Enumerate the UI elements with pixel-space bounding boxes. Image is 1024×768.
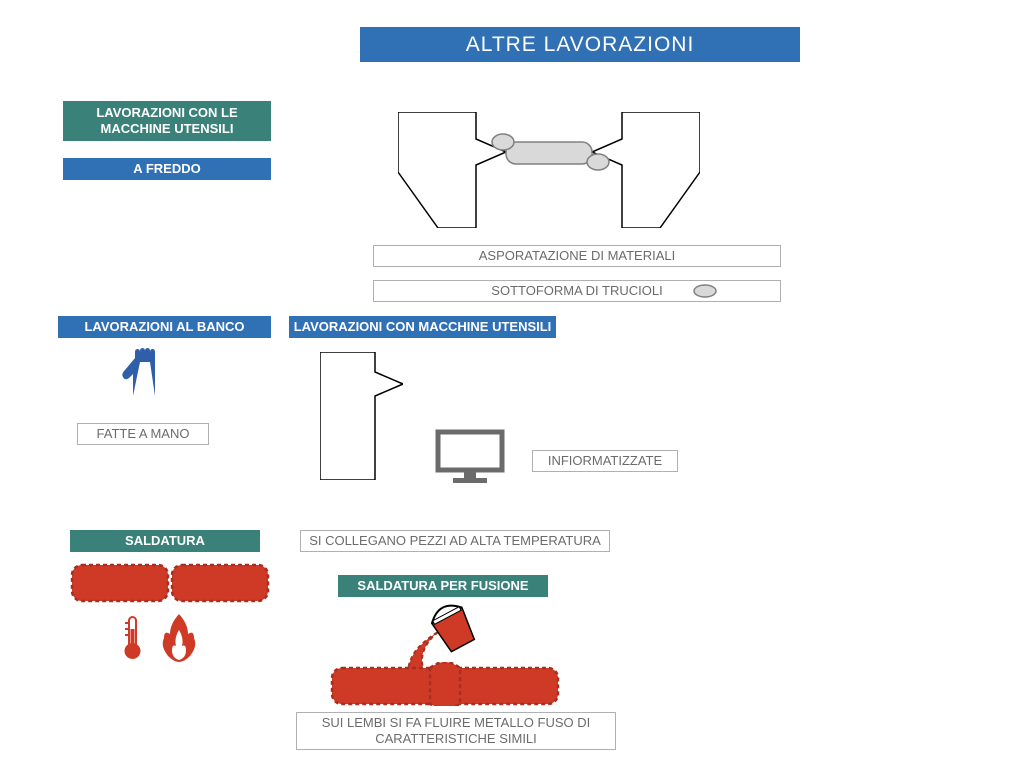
thermometer-icon [120,615,145,660]
header-saldatura-fusione: SALDATURA PER FUSIONE [338,575,548,597]
welding-pieces-2 [330,662,560,706]
label-fatte-a-mano: FATTE A MANO [77,423,209,445]
welding-pieces-1 [70,563,270,603]
hand-icon [122,348,166,398]
bucket-icon [420,602,488,660]
cutting-tool-diagram [320,352,403,480]
header-lavorazioni-macchine-utensili: LAVORAZIONI CON MACCHINE UTENSILI [289,316,556,338]
label-lavorazioni-macchine: LAVORAZIONI CON LE MACCHINE UTENSILI [63,101,271,141]
caption-sottoforma-text: SOTTOFORMA DI TRUCIOLI [491,283,662,299]
header-saldatura: SALDATURA [70,530,260,552]
header-lavorazioni-banco: LAVORAZIONI AL BANCO [58,316,271,338]
caption-sottoforma: SOTTOFORMA DI TRUCIOLI [373,280,781,302]
page-title: ALTRE LAVORAZIONI [360,27,800,62]
label-a-freddo: A FREDDO [63,158,271,180]
chip-oval-icon [693,284,717,298]
label-saldatura-desc: SI COLLEGANO PEZZI AD ALTA TEMPERATURA [300,530,610,552]
flame-icon [158,612,200,662]
label-informatizzate: INFIORMATIZZATE [532,450,678,472]
monitor-icon [435,429,505,485]
caption-asporatazione: ASPORATAZIONE DI MATERIALI [373,245,781,267]
label-fusione-desc: SUI LEMBI SI FA FLUIRE METALLO FUSO DI C… [296,712,616,750]
machining-diagram [398,112,700,228]
